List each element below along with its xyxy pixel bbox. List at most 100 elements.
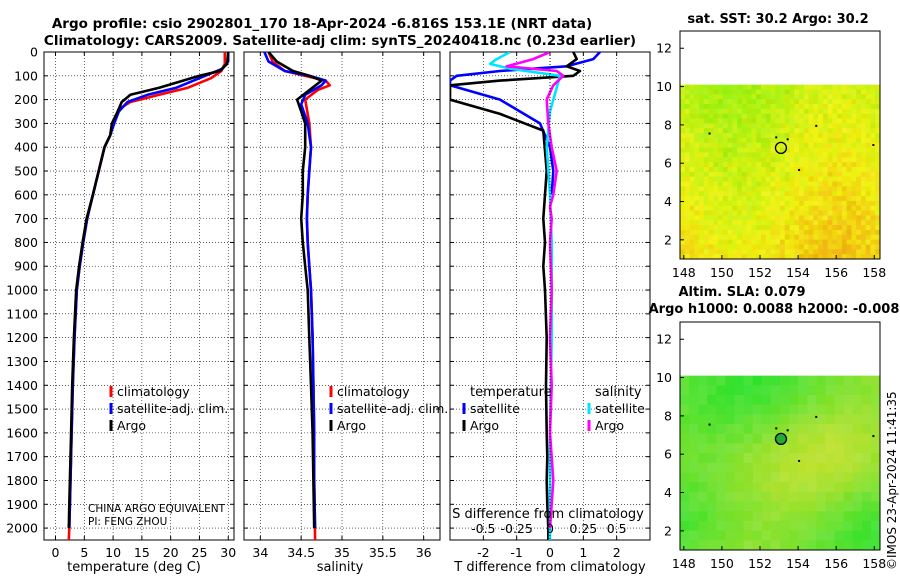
heatmap-cell xyxy=(775,191,781,197)
heatmap-cell xyxy=(699,234,705,241)
heatmap-cell xyxy=(865,152,872,158)
heatmap-cell xyxy=(751,220,757,226)
heatmap-cell xyxy=(870,404,880,415)
heatmap-cell xyxy=(841,108,848,115)
heatmap-cell xyxy=(803,244,810,250)
heatmap-cell xyxy=(784,152,791,158)
heatmap-cell xyxy=(837,181,843,187)
heatmap-cell xyxy=(825,424,836,435)
heatmap-cell xyxy=(813,171,819,178)
heatmap-cell xyxy=(860,118,867,124)
heatmap-cell xyxy=(699,166,705,173)
island-dot xyxy=(786,429,789,432)
heatmap-cell xyxy=(707,501,717,512)
heatmap-cell xyxy=(822,94,829,100)
heatmap-cell xyxy=(780,191,786,197)
heatmap-cell xyxy=(732,171,738,178)
heatmap-cell xyxy=(760,128,767,134)
heatmap-cell xyxy=(737,152,743,158)
heatmap-cell xyxy=(722,147,729,154)
heatmap-cell xyxy=(765,104,772,110)
heatmap-cell xyxy=(794,215,800,221)
heatmap-cell xyxy=(761,482,772,493)
heatmap-cell xyxy=(798,540,808,550)
heatmap-cell xyxy=(851,249,857,255)
heatmap-cell xyxy=(698,462,708,474)
heatmap-cell xyxy=(684,249,691,255)
heatmap-cell xyxy=(827,142,833,149)
heatmap-cell xyxy=(825,375,836,386)
heatmap-cell xyxy=(803,205,810,212)
heatmap-cell xyxy=(803,176,810,183)
heatmap-cell xyxy=(861,511,872,522)
heatmap-cell xyxy=(870,147,876,154)
heatmap-cell xyxy=(737,220,743,226)
heatmap-cell xyxy=(825,501,836,512)
heatmap-cell xyxy=(713,157,719,163)
heatmap-cell xyxy=(699,220,705,226)
heatmap-cell xyxy=(832,118,838,124)
x-tick-label: 20 xyxy=(163,545,179,560)
heatmap-cell xyxy=(822,157,829,163)
heatmap-cell xyxy=(727,191,733,197)
heatmap-cell xyxy=(808,89,814,95)
heatmap-cell xyxy=(694,157,700,163)
heatmap-cell xyxy=(713,108,719,115)
heatmap-cell xyxy=(775,196,781,202)
heatmap-cell xyxy=(818,128,824,134)
heatmap-cell xyxy=(827,205,833,212)
heatmap-cell xyxy=(756,186,762,192)
heatmap-cell xyxy=(698,414,708,425)
heatmap-cell xyxy=(798,385,808,396)
heatmap-cell xyxy=(727,137,733,144)
heatmap-cell xyxy=(822,118,829,124)
heatmap-cell xyxy=(725,530,736,541)
heatmap-cell xyxy=(703,225,710,231)
heatmap-cell xyxy=(780,84,786,91)
heatmap-cell xyxy=(799,137,805,144)
heatmap-cell xyxy=(780,181,786,187)
heatmap-cell xyxy=(746,181,753,187)
heatmap-cell xyxy=(680,424,690,435)
heatmap-cell xyxy=(732,137,738,144)
heatmap-cell xyxy=(741,176,748,183)
heatmap-cell xyxy=(765,186,772,192)
heatmap-cell xyxy=(725,520,736,532)
heatmap-cell xyxy=(689,511,699,522)
heatmap-cell xyxy=(784,128,791,134)
heatmap-cell xyxy=(718,229,724,236)
heatmap-cell xyxy=(846,94,853,100)
heatmap-cell xyxy=(732,147,738,154)
heatmap-cell xyxy=(860,152,867,158)
heatmap-cell xyxy=(798,433,808,445)
heatmap-cell xyxy=(770,94,776,100)
heatmap-cell xyxy=(699,249,705,255)
heatmap-cell xyxy=(756,152,762,158)
heatmap-cell xyxy=(846,104,853,110)
heatmap-cell xyxy=(837,152,843,158)
heatmap-cell xyxy=(699,133,705,139)
heatmap-cell xyxy=(852,404,863,415)
island-dot xyxy=(775,427,778,430)
heatmap-cell xyxy=(832,181,838,187)
heatmap-cell xyxy=(722,210,729,217)
heatmap-cell xyxy=(813,142,819,149)
heatmap-cell xyxy=(775,229,781,236)
heatmap-cell xyxy=(852,462,863,474)
heatmap-cell xyxy=(803,249,810,255)
heatmap-cell xyxy=(737,196,743,202)
heatmap-cell xyxy=(870,94,876,100)
heatmap-cell xyxy=(870,84,876,91)
heatmap-cell xyxy=(694,234,700,241)
heatmap-cell xyxy=(846,225,853,231)
heatmap-cell xyxy=(732,191,738,197)
heatmap-cell xyxy=(703,166,710,173)
heatmap-cell xyxy=(875,104,880,110)
heatmap-cell xyxy=(727,229,733,236)
heatmap-cell xyxy=(680,200,686,207)
island-dot xyxy=(872,144,875,147)
heatmap-cell xyxy=(770,511,781,522)
heatmap-cell xyxy=(861,395,872,406)
heatmap-cell xyxy=(732,249,738,255)
heatmap-cell xyxy=(680,453,690,464)
